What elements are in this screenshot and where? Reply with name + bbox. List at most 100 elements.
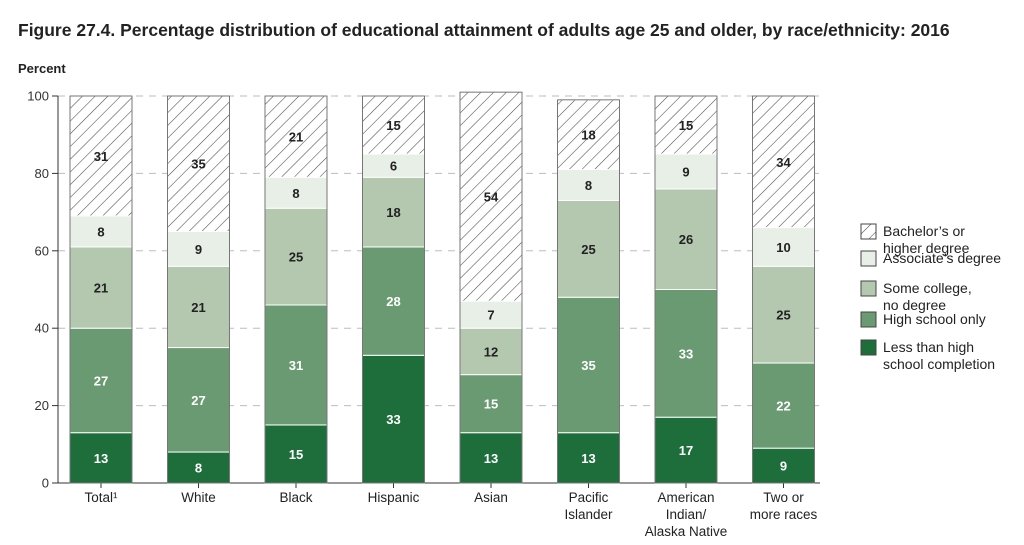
data-label: 34 [776, 155, 791, 170]
x-tick-label: Indian/ [666, 507, 707, 522]
bar-outline [69, 95, 133, 484]
data-label: 25 [776, 308, 790, 323]
data-label: 31 [289, 358, 303, 373]
data-label: 9 [780, 459, 787, 474]
bar-outline [362, 95, 425, 484]
legend-swatch [860, 311, 877, 328]
bar-segment [69, 95, 133, 217]
y-axis-label: Percent [18, 61, 66, 76]
data-label: 27 [94, 373, 108, 388]
y-tick-label-40: 40 [35, 321, 49, 336]
bar-segment [167, 230, 230, 267]
legend-swatch [860, 250, 877, 267]
bar-outline [654, 95, 718, 484]
bar-segment [69, 215, 133, 248]
data-label: 7 [487, 308, 494, 323]
data-label: 18 [386, 205, 400, 220]
legend-label: Bachelor’s or [883, 223, 965, 239]
data-label: 15 [289, 447, 303, 462]
legend-label: Less than high [883, 339, 974, 355]
data-label: 31 [94, 149, 108, 164]
y-tick-label-80: 80 [35, 166, 49, 181]
data-label: 15 [386, 118, 400, 133]
data-label: 35 [581, 358, 595, 373]
y-tick-label-0: 0 [42, 476, 49, 491]
bar-segment [654, 416, 718, 484]
x-tick-label: White [181, 490, 216, 505]
data-label: 27 [191, 393, 205, 408]
x-tick-label: Pacific [569, 490, 609, 505]
bar-segment [69, 327, 133, 434]
x-tick-label: Alaska Native [645, 524, 728, 539]
data-label: 8 [195, 461, 202, 476]
x-tick-label: Two or [763, 490, 804, 505]
data-label: 8 [292, 186, 299, 201]
bar-segment [264, 424, 328, 484]
bar-segment [557, 432, 620, 484]
bar-segment [167, 265, 230, 349]
data-label: 10 [776, 240, 790, 255]
data-label: 13 [94, 451, 108, 466]
x-tick-label: more races [750, 507, 818, 522]
legend-swatch [860, 339, 877, 356]
x-tick-label: Black [279, 490, 312, 505]
bar-segment [557, 199, 620, 298]
y-tick-label-100: 100 [27, 89, 49, 104]
x-tick-label: American [657, 490, 714, 505]
x-tick-label: Asian [474, 490, 508, 505]
legend-label: higher degree [883, 240, 970, 256]
bar-segment [264, 176, 328, 209]
bar-segment [654, 289, 718, 418]
data-label: 9 [682, 164, 689, 179]
data-label: 13 [581, 451, 595, 466]
legend-label: Some college, [883, 280, 972, 296]
bar-outline [557, 99, 620, 484]
bar-segment [654, 95, 718, 155]
bar-segment [459, 374, 523, 434]
data-label: 54 [484, 190, 499, 205]
bar-outline [264, 95, 328, 484]
data-label: 13 [484, 451, 498, 466]
data-label: 25 [581, 242, 595, 257]
bar-segment [264, 95, 328, 178]
data-label: 28 [386, 294, 400, 309]
legend-label: no degree [883, 297, 946, 313]
data-label: 35 [191, 157, 205, 172]
bar-segment [362, 95, 425, 155]
data-label: 15 [484, 397, 498, 412]
legend-label: High school only [883, 311, 986, 327]
data-label: 18 [581, 128, 595, 143]
bar-segment [167, 95, 230, 232]
data-label: 26 [679, 232, 693, 247]
data-label: 9 [195, 242, 202, 257]
data-label: 8 [97, 224, 104, 239]
bar-segment [459, 91, 523, 302]
bar-segment [264, 304, 328, 426]
bar-outline [459, 91, 523, 484]
data-label: 21 [289, 130, 303, 145]
legend-swatch [860, 223, 877, 240]
data-label: 33 [679, 346, 693, 361]
x-tick-label: Hispanic [368, 490, 420, 505]
data-label: 21 [94, 281, 108, 296]
legend-swatch [860, 280, 877, 297]
bar-segment [264, 207, 328, 306]
data-label: 21 [191, 300, 205, 315]
x-tick-label: Total¹ [84, 490, 118, 505]
bar-outline [752, 95, 815, 484]
bar-segment [362, 246, 425, 356]
x-tick-label: Islander [564, 507, 613, 522]
bar-outline [167, 95, 230, 484]
data-label: 15 [679, 118, 693, 133]
data-label: 12 [484, 344, 498, 359]
legend-label: school completion [883, 356, 995, 372]
data-label: 17 [679, 443, 693, 458]
chart-title: Figure 27.4. Percentage distribution of … [18, 20, 950, 40]
bar-segment [557, 99, 620, 171]
data-label: 25 [289, 250, 303, 265]
y-tick-label-60: 60 [35, 243, 49, 258]
data-label: 8 [585, 178, 592, 193]
data-label: 33 [386, 412, 400, 427]
y-tick-label-20: 20 [35, 398, 49, 413]
